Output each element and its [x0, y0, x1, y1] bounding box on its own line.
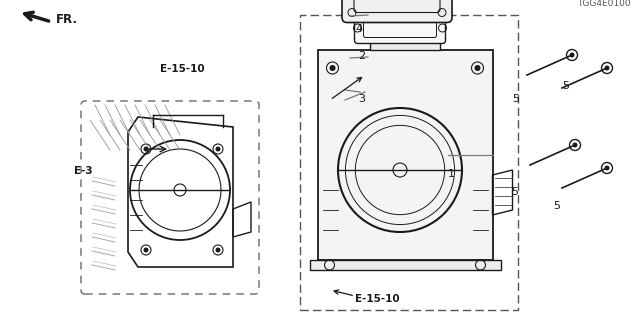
Circle shape — [573, 142, 577, 148]
Circle shape — [216, 147, 221, 151]
Text: 3: 3 — [358, 94, 365, 104]
Text: 2: 2 — [358, 51, 365, 61]
Text: 5: 5 — [511, 187, 518, 197]
Bar — [317, 50, 493, 260]
Circle shape — [474, 65, 481, 71]
Circle shape — [605, 66, 609, 70]
Text: 5: 5 — [512, 94, 519, 104]
Circle shape — [570, 52, 575, 58]
Text: E-3: E-3 — [74, 166, 92, 176]
Text: FR.: FR. — [56, 13, 78, 26]
Circle shape — [605, 165, 609, 171]
Text: E-15-10: E-15-10 — [160, 64, 205, 74]
Text: TGG4E0100: TGG4E0100 — [577, 0, 630, 8]
Text: 5: 5 — [554, 201, 561, 212]
Bar — [300, 15, 518, 310]
Text: 5: 5 — [562, 81, 569, 92]
Circle shape — [330, 65, 335, 71]
Circle shape — [143, 147, 148, 151]
Text: 1: 1 — [448, 169, 455, 180]
FancyBboxPatch shape — [355, 12, 445, 44]
Bar — [370, 38, 440, 50]
Text: 4: 4 — [355, 24, 362, 34]
Circle shape — [143, 247, 148, 252]
FancyBboxPatch shape — [342, 0, 452, 22]
Bar — [310, 260, 500, 270]
Text: E-15-10: E-15-10 — [355, 294, 400, 304]
Circle shape — [216, 247, 221, 252]
